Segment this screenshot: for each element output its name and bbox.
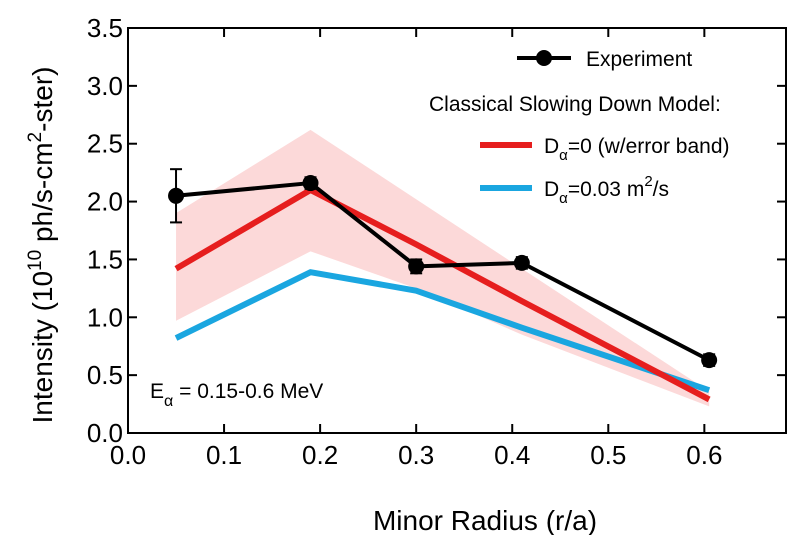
data-point [302,175,319,192]
y-axis-label: Intensity (1010 ph/s-cm2-ster) [25,67,58,424]
legend-model-heading: Classical Slowing Down Model: [429,93,721,116]
legend-d003-main: D [544,178,559,201]
y-tick-label: 3.5 [87,13,123,43]
legend-d0-main: D [544,135,559,158]
x-tick-label: 0.4 [494,440,530,470]
y-tick-label: 2.5 [87,129,123,159]
y-tick-label: 3.0 [87,71,123,101]
data-point [513,254,530,271]
legend-d003-rest: =0.03 m [568,178,644,201]
x-tick-label: 0.2 [302,440,338,470]
legend-d0-rest: =0 (w/error band) [568,135,730,158]
legend-d0-label: Dα=0 (w/error band) [544,135,730,164]
y-tick-label: 0.5 [87,360,123,390]
legend-experiment-label: Experiment [586,48,692,71]
x-tick-label: 0.6 [686,440,722,470]
data-point [408,258,425,275]
y-axis-label-exp1: 10 [25,250,46,271]
legend-d003-sup: 2 [644,173,652,190]
legend-experiment-marker [536,50,552,66]
energy-annotation-rest: = 0.15-0.6 MeV [173,380,323,403]
data-point [168,187,185,204]
legend: Experiment Classical Slowing Down Model:… [429,48,730,207]
legend-d003-label: Dα=0.03 m2/s [544,173,669,207]
data-point [701,352,718,369]
error-band [176,129,710,407]
y-tick-label: 1.0 [87,302,123,332]
x-tick-label: 0.5 [590,440,626,470]
energy-annotation: Eα = 0.15-0.6 MeV [150,380,323,410]
energy-annotation-main: E [150,380,164,403]
legend-d0-sub: α [559,147,568,164]
error-band-layer [176,129,710,407]
legend-d003-tail: /s [653,178,669,201]
tick-layer: 0.0 0.1 0.2 0.3 0.4 0.5 0.6 0.0 0.5 1.0 1.5 2.0 2.5 3… [87,13,786,470]
y-tick-label: 2.0 [87,187,123,217]
x-tick-label: 0.1 [206,440,242,470]
y-axis-label-mid: ph/s-cm [27,142,58,249]
y-axis-label-suffix: -ster) [27,67,58,132]
x-tick-label: 0.3 [398,440,434,470]
x-tick-label: 0.0 [110,440,146,470]
legend-d003-sub: α [559,190,568,207]
energy-annotation-sub: α [164,393,173,410]
series-line-d-0 [174,187,711,403]
y-axis-label-prefix: Intensity (10 [27,271,58,424]
plot-frame [127,27,787,434]
series-line-d-0-03-m2-s [174,269,711,394]
y-axis-label-exp2: 2 [25,132,46,143]
y-tick-label: 1.5 [87,244,123,274]
series-layer [168,168,718,403]
y-tick-label: 0.0 [87,418,123,448]
x-axis-label: Minor Radius (r/a) [373,505,597,535]
